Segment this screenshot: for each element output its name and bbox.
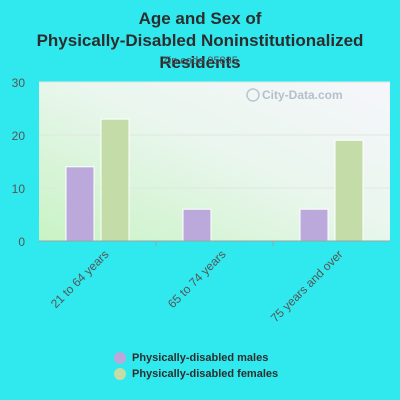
y-tick-label: 20 <box>12 129 26 143</box>
x-tick-label: 21 to 64 years <box>48 247 112 311</box>
bar-males <box>299 208 329 242</box>
chart-title-line-1: Age and Sex of <box>138 9 262 28</box>
bar-females <box>100 118 130 242</box>
legend-label-males: Physically-disabled males <box>132 352 269 364</box>
x-tick-label: 75 years and over <box>268 247 346 325</box>
bar-males <box>182 208 212 242</box>
bar-males <box>65 166 95 242</box>
legend: Physically-disabled males Physically-dis… <box>114 350 278 382</box>
y-tick-label: 0 <box>18 235 25 249</box>
legend-item-females: Physically-disabled females <box>114 366 278 382</box>
plot-area <box>39 82 390 241</box>
y-tick-label: 30 <box>12 76 26 90</box>
watermark-icon <box>246 88 260 102</box>
legend-label-females: Physically-disabled females <box>132 368 279 380</box>
bar-females <box>334 139 364 242</box>
legend-swatch-males <box>114 352 126 364</box>
watermark-text: City-Data.com <box>262 88 343 102</box>
chart-title: Age and Sex of Physically-Disabled Nonins… <box>0 8 400 74</box>
x-tick-label: 65 to 74 years <box>165 247 229 311</box>
chart-subtitle: Zip code 95835 <box>162 55 238 67</box>
legend-swatch-females <box>114 368 126 380</box>
y-tick-label: 10 <box>12 182 26 196</box>
watermark: City-Data.com <box>246 88 343 102</box>
legend-item-males: Physically-disabled males <box>114 350 278 366</box>
chart-title-line-2: Physically-Disabled Noninstitutionalized… <box>36 31 364 72</box>
